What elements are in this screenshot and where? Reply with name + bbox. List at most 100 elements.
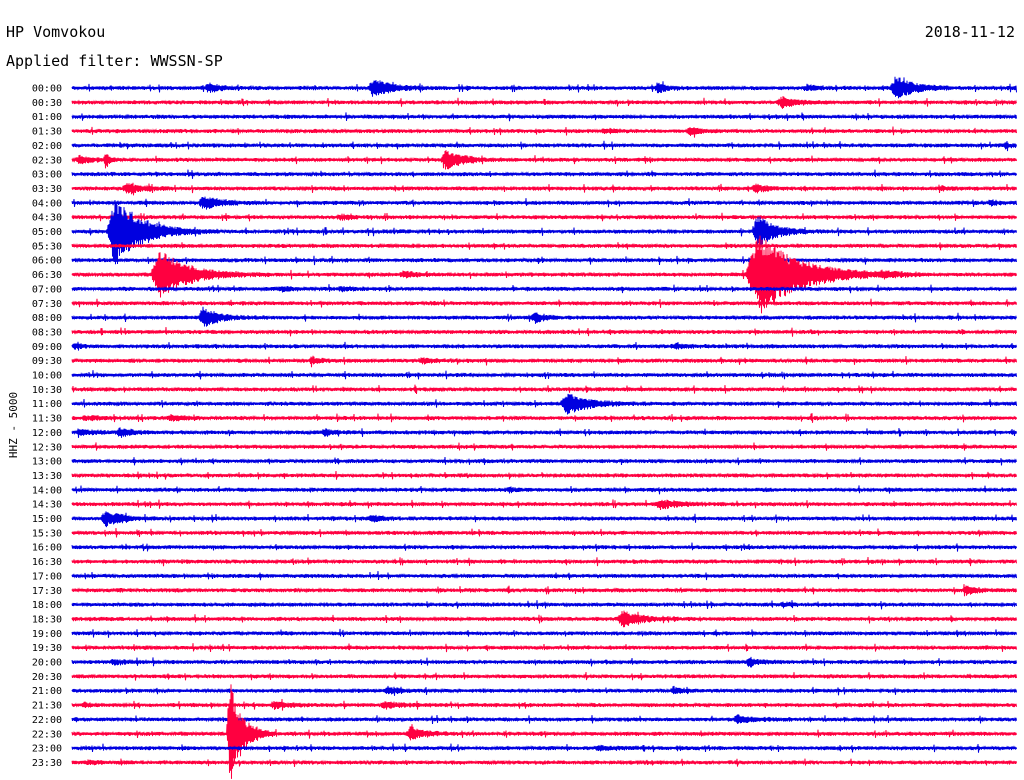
trace-0630: [71, 235, 1017, 314]
row-label: 02:00: [32, 141, 62, 152]
trace-1230: [71, 442, 1017, 451]
trace-0130: [71, 126, 1017, 138]
trace-2000: [71, 656, 1017, 668]
row-label: 18:30: [32, 614, 62, 625]
row-label: 15:30: [32, 528, 62, 539]
trace-0400: [71, 196, 1017, 210]
row-label: 01:30: [32, 127, 62, 138]
trace-1200: [71, 427, 1017, 438]
trace-2330: [71, 758, 1017, 767]
trace-0700: [71, 284, 1017, 294]
row-label: 04:00: [32, 198, 62, 209]
y-axis-label: HHZ - 5000: [7, 392, 20, 458]
filter-label: Applied filter: WWSSN-SP: [6, 52, 223, 70]
row-label: 13:00: [32, 457, 62, 468]
row-label: 17:00: [32, 571, 62, 582]
row-label: 17:30: [32, 586, 62, 597]
trace-2300: [71, 743, 1017, 753]
trace-2030: [71, 671, 1017, 681]
row-label: 01:00: [32, 112, 62, 123]
trace-0330: [71, 182, 1017, 196]
trace-0430: [71, 212, 1017, 222]
station-title: HP Vomvokou: [6, 23, 105, 41]
trace-1700: [71, 571, 1017, 581]
row-label: 11:30: [32, 414, 62, 425]
row-label: 14:00: [32, 485, 62, 496]
row-label: 03:30: [32, 184, 62, 195]
row-label: 22:30: [32, 729, 62, 740]
row-label: 06:30: [32, 270, 62, 281]
trace-1100: [71, 393, 1017, 415]
row-label: 10:00: [32, 371, 62, 382]
row-label: 10:30: [32, 385, 62, 396]
row-label: 19:00: [32, 629, 62, 640]
row-label: 00:30: [32, 98, 62, 109]
row-label: 18:00: [32, 600, 62, 611]
row-label: 05:00: [32, 227, 62, 238]
trace-0730: [71, 298, 1017, 308]
trace-0600: [71, 255, 1017, 266]
trace-1430: [71, 499, 1017, 511]
trace-1730: [71, 584, 1017, 597]
trace-2200: [71, 714, 1017, 725]
trace-1900: [71, 628, 1017, 638]
trace-0930: [71, 355, 1017, 368]
row-label: 12:30: [32, 442, 62, 453]
trace-2230: [71, 684, 1017, 779]
trace-0300: [71, 169, 1017, 179]
row-label: 19:30: [32, 643, 62, 654]
row-label: 23:30: [32, 758, 62, 769]
row-label: 16:30: [32, 557, 62, 568]
trace-1330: [71, 470, 1017, 480]
row-label: 13:30: [32, 471, 62, 482]
trace-1530: [71, 528, 1017, 538]
row-label: 15:00: [32, 514, 62, 525]
trace-group: [71, 76, 1017, 779]
trace-1130: [71, 413, 1017, 423]
trace-1030: [71, 384, 1017, 395]
trace-0100: [71, 112, 1017, 122]
row-label: 00:00: [32, 84, 62, 95]
row-label: 20:00: [32, 658, 62, 669]
row-label: 08:30: [32, 327, 62, 338]
row-label: 09:30: [32, 356, 62, 367]
row-label: 14:30: [32, 500, 62, 511]
trace-2130: [71, 698, 1017, 711]
trace-0030: [71, 96, 1017, 109]
row-label: 07:00: [32, 284, 62, 295]
trace-1400: [71, 485, 1017, 495]
row-label: 11:00: [32, 399, 62, 410]
trace-0900: [71, 341, 1017, 351]
row-label: 03:00: [32, 170, 62, 181]
trace-0000: [71, 76, 1017, 99]
trace-1630: [71, 556, 1017, 567]
trace-0800: [71, 306, 1017, 327]
row-label: 06:00: [32, 256, 62, 267]
row-label: 21:30: [32, 701, 62, 712]
trace-1930: [71, 643, 1017, 653]
row-label: 20:30: [32, 672, 62, 683]
row-label: 21:00: [32, 686, 62, 697]
trace-1830: [71, 610, 1017, 628]
trace-1500: [71, 511, 1017, 528]
trace-0830: [71, 327, 1017, 337]
trace-0500: [71, 200, 1017, 265]
row-label-group: 00:00 00:30 01:00 01:30 02:00 02:30 03:00 03:30…: [32, 84, 62, 769]
row-label: 07:30: [32, 299, 62, 310]
trace-0530: [71, 242, 1017, 251]
row-label: 09:00: [32, 342, 62, 353]
date-label: 2018-11-12: [925, 23, 1015, 41]
row-label: 05:30: [32, 241, 62, 252]
row-label: 23:00: [32, 744, 62, 755]
trace-1000: [71, 370, 1017, 380]
trace-1600: [71, 542, 1017, 552]
trace-0230: [71, 150, 1017, 170]
trace-0200: [71, 140, 1017, 152]
row-label: 04:30: [32, 213, 62, 224]
row-label: 16:00: [32, 543, 62, 554]
row-label: 02:30: [32, 155, 62, 166]
row-label: 22:00: [32, 715, 62, 726]
row-label: 12:00: [32, 428, 62, 439]
